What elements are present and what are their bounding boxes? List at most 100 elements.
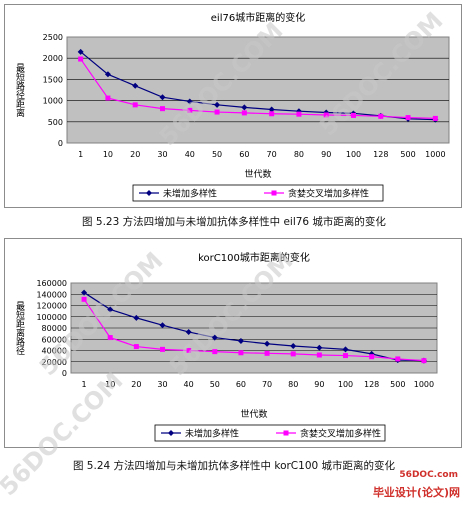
data-point (212, 349, 218, 355)
data-point (268, 106, 275, 113)
legend-box (132, 184, 384, 202)
x-axis-label: 世代数 (244, 168, 271, 180)
x-tick-label: 30 (157, 380, 167, 389)
y-tick-label: 0 (58, 139, 63, 148)
x-tick-label: 20 (130, 150, 140, 159)
chart-panel-eil76: eil76城市距离的变化 0 500 1000 1500 2000 2500 1 10 20 30 4… (4, 4, 462, 208)
y-tick-label: 2500 (43, 33, 63, 42)
legend-marker (283, 430, 289, 436)
x-tick-label: 10 (105, 380, 115, 389)
x-tick-label: 30 (157, 150, 167, 159)
data-point (290, 343, 297, 349)
legend-label: 未增加多样性 (185, 428, 239, 440)
data-point (211, 334, 218, 341)
x-tick-label: 70 (267, 150, 277, 159)
x-tick-label: 90 (321, 150, 331, 159)
y-axis-label: 最短路径距离 (14, 63, 25, 118)
data-point (187, 107, 193, 113)
data-point (105, 95, 111, 101)
y-tick-label: 80000 (42, 324, 67, 333)
data-point (237, 337, 244, 344)
data-point (159, 94, 166, 101)
data-point (323, 112, 329, 118)
data-point (316, 352, 322, 358)
watermark-url: 56DOC.com (399, 470, 458, 480)
legend-label: 贪婪交叉增加多样性 (300, 428, 381, 440)
figure-caption-5-23: 图 5.23 方法四增加与未增加抗体多样性中 eil76 城市距离的变化 (82, 216, 386, 228)
data-point (264, 350, 270, 356)
y-tick-label: 20000 (42, 358, 67, 367)
watermark-site-logo: 毕业设计(论文)网 (372, 486, 460, 499)
data-point (107, 306, 114, 313)
y-tick-label: 60000 (42, 335, 67, 344)
x-tick-label: 80 (294, 150, 304, 159)
data-point (369, 354, 375, 360)
data-point (241, 110, 247, 116)
data-point (395, 356, 401, 362)
y-tick-label: 100000 (36, 313, 67, 322)
data-point (133, 344, 139, 350)
x-tick-label: 1 (82, 380, 87, 389)
data-point (432, 115, 438, 121)
y-tick-label: 1500 (43, 75, 63, 84)
x-tick-label: 128 (364, 380, 379, 389)
x-tick-label: 90 (314, 380, 324, 389)
data-point (343, 353, 348, 359)
x-tick-label: 20 (131, 380, 141, 389)
legend-marker (271, 190, 277, 196)
data-point (296, 111, 302, 117)
data-point (342, 346, 349, 353)
data-point (214, 109, 220, 115)
legend-box (154, 424, 386, 442)
x-tick-label: 50 (210, 380, 220, 389)
chart-title: eil76城市距离的变化 (211, 11, 305, 24)
y-tick-label: 0 (62, 369, 67, 378)
series-line-1 (80, 58, 436, 120)
x-tick-label: 1000 (414, 380, 434, 389)
data-point (290, 351, 296, 357)
data-point (405, 115, 411, 121)
y-tick-label: 140000 (36, 290, 67, 299)
series-line-0 (83, 292, 424, 362)
data-point (160, 106, 165, 112)
data-point (77, 48, 84, 55)
data-point (104, 71, 111, 78)
data-point (351, 112, 356, 118)
chart-eil76: eil76城市距离的变化 0 500 1000 1500 2000 2500 1 10 20 30 4… (14, 11, 450, 202)
x-tick-label: 60 (239, 150, 249, 159)
series-line-0 (80, 51, 436, 121)
data-point (264, 340, 271, 347)
legend-label: 未增加多样性 (163, 188, 217, 200)
data-point (132, 82, 139, 89)
data-point (238, 350, 244, 356)
x-tick-label: 100 (338, 380, 353, 389)
plot-area (66, 36, 450, 144)
x-tick-label: 40 (185, 150, 195, 159)
data-point (81, 296, 87, 302)
legend-label: 贪婪交叉增加多样性 (288, 188, 369, 200)
y-tick-label: 500 (48, 118, 63, 127)
x-tick-label: 500 (390, 380, 405, 389)
series-line-1 (83, 298, 424, 362)
y-tick-label: 120000 (36, 302, 67, 311)
figure-caption-5-24: 图 5.24 方法四增加与未增加抗体多样性中 korC100 城市距离的变化 (72, 460, 396, 472)
data-point (269, 111, 275, 117)
x-axis-label: 世代数 (240, 408, 267, 420)
data-point (421, 358, 427, 364)
y-tick-label: 40000 (42, 347, 67, 356)
x-tick-label: 1000 (425, 150, 445, 159)
data-point (185, 328, 192, 335)
x-tick-label: 100 (346, 150, 361, 159)
data-point (132, 102, 138, 108)
data-point (133, 314, 140, 321)
x-tick-label: 80 (288, 380, 298, 389)
data-point (241, 104, 248, 111)
data-point (81, 289, 88, 296)
data-point (186, 98, 193, 105)
x-tick-label: 70 (262, 380, 272, 389)
chart-panel-korc100: korC100城市距离的变化 0 20000 40000 60000 80000 10000… (4, 238, 462, 448)
y-tick-label: 1000 (43, 97, 63, 106)
x-tick-label: 1 (78, 150, 83, 159)
x-tick-label: 50 (212, 150, 222, 159)
y-axis-label: 最短距离路径 (14, 301, 25, 355)
